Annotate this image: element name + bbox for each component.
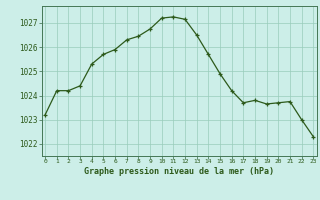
X-axis label: Graphe pression niveau de la mer (hPa): Graphe pression niveau de la mer (hPa) (84, 167, 274, 176)
